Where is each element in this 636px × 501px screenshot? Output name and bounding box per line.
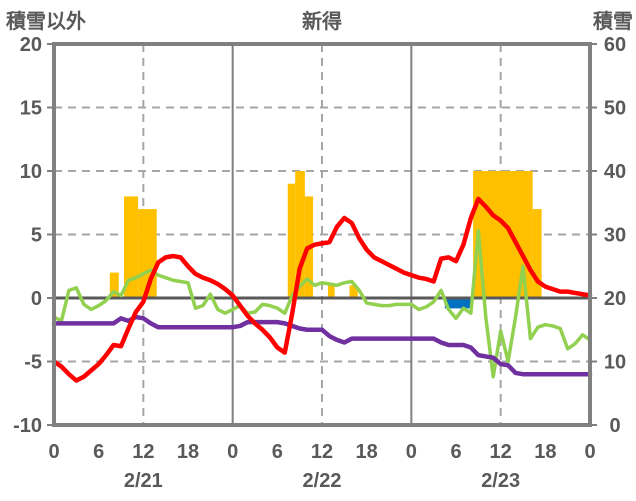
x-axis-hour-label: 0 [406, 441, 417, 463]
x-axis-hour-label: 0 [584, 441, 595, 463]
x-axis-hour-label: 0 [48, 441, 59, 463]
purple-line [51, 314, 593, 377]
orange-bars-segment [327, 285, 335, 297]
left-axis-tick-label: -10 [13, 415, 42, 437]
left-axis-tick-label: 10 [20, 161, 42, 183]
x-axis-hour-label: 12 [490, 441, 512, 463]
orange-bars-segment [287, 183, 296, 297]
right-axis-tick-label: 40 [604, 161, 626, 183]
right-axis-tick-label: 10 [604, 352, 626, 374]
x-axis-hour-label: 6 [93, 441, 104, 463]
orange-bars-segment [295, 171, 305, 297]
blue-bar-segment [444, 299, 472, 309]
right-axis-tick-label: 50 [604, 98, 626, 120]
left-axis-tick-label: -5 [24, 352, 42, 374]
plot-frame [52, 42, 592, 427]
x-axis-hour-label: 6 [272, 441, 283, 463]
orange-bars-segment [349, 285, 358, 297]
left-axis-tick-label: 20 [20, 34, 42, 56]
x-axis-hour-label: 18 [356, 441, 378, 463]
x-axis-hour-label: 18 [534, 441, 556, 463]
orange-bars-segment [123, 196, 139, 297]
left-axis-tick-label: 15 [20, 98, 42, 120]
x-axis-hour-label: 12 [132, 441, 154, 463]
left-axis-tick-label: 0 [31, 288, 42, 310]
x-axis-hour-label: 6 [450, 441, 461, 463]
chart-title: 新得 [302, 11, 342, 33]
orange-bars-segment [109, 272, 119, 297]
right-axis-tick-label: 0 [609, 415, 620, 437]
x-axis-hour-label: 18 [177, 441, 199, 463]
x-axis-hour-label: 0 [227, 441, 238, 463]
left-axis-title: 積雪以外 [6, 11, 86, 33]
x-axis-date-label: 2/22 [303, 470, 342, 492]
right-axis-tick-label: 20 [604, 288, 626, 310]
green-line [52, 228, 592, 379]
x-axis-date-label: 2/21 [124, 470, 163, 492]
left-axis-tick-label: 5 [31, 225, 42, 247]
right-axis-title: 積雪 [593, 11, 633, 33]
right-axis-tick-label: 30 [604, 225, 626, 247]
orange-bars-segment [532, 209, 542, 297]
x-axis-hour-label: 12 [311, 441, 333, 463]
right-axis-tick-label: 60 [604, 34, 626, 56]
x-axis-date-label: 2/23 [481, 470, 520, 492]
red-line [51, 196, 593, 383]
